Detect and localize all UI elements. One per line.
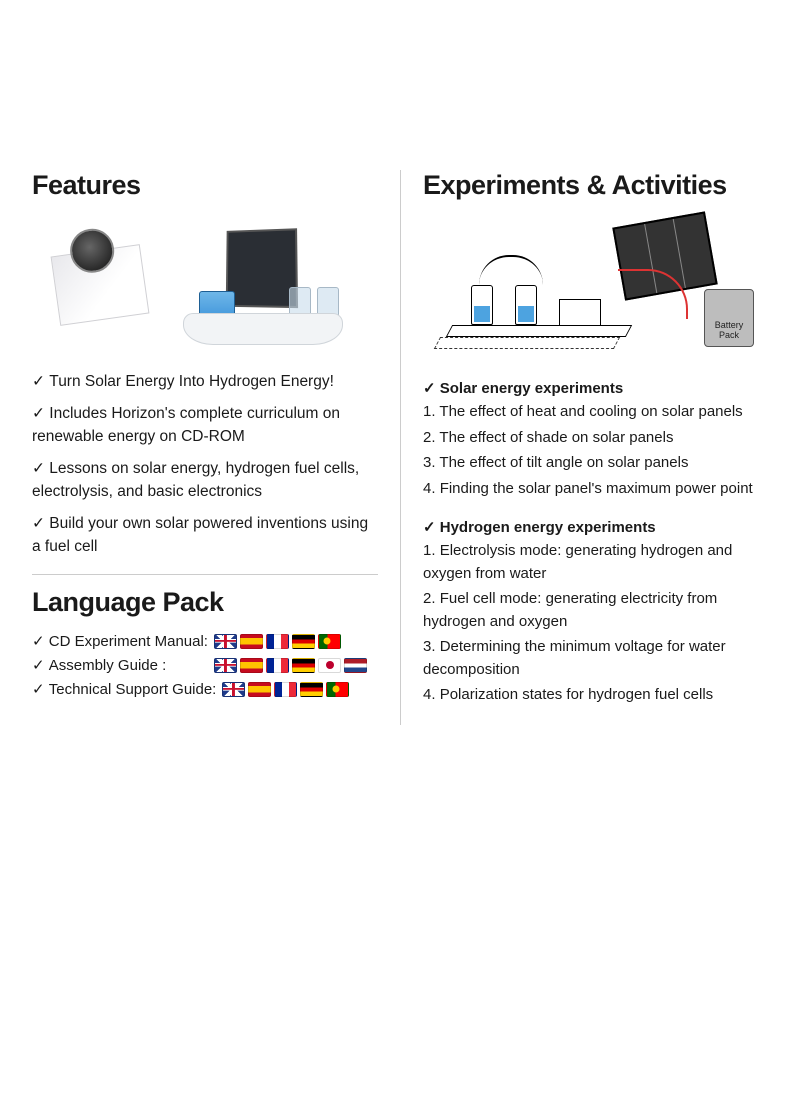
feature-item: Turn Solar Energy Into Hydrogen Energy! bbox=[32, 371, 378, 393]
language-row: Assembly Guide : bbox=[32, 656, 378, 674]
language-row: Technical Support Guide: bbox=[32, 680, 378, 698]
language-label: Technical Support Guide: bbox=[32, 680, 216, 698]
flag-es-icon bbox=[248, 682, 271, 697]
flag-fr-icon bbox=[266, 634, 289, 649]
language-row: CD Experiment Manual: bbox=[32, 632, 378, 650]
flag-es-icon bbox=[240, 658, 263, 673]
flag-fr-icon bbox=[274, 682, 297, 697]
experiment-item: 1. The effect of heat and cooling on sol… bbox=[423, 401, 768, 424]
experiment-section-title: Solar energy experiments bbox=[423, 379, 768, 397]
experiments-heading: Experiments & Activities bbox=[423, 170, 768, 201]
two-column-layout: Features Turn Solar Energy Into Hydrogen… bbox=[32, 170, 768, 725]
experiment-item: 1. Electrolysis mode: generating hydroge… bbox=[423, 540, 768, 585]
left-column: Features Turn Solar Energy Into Hydrogen… bbox=[32, 170, 400, 725]
product-image bbox=[32, 215, 378, 355]
experiment-item: 3. Determining the minimum voltage for w… bbox=[423, 636, 768, 681]
flag-uk-icon bbox=[214, 658, 237, 673]
experiment-item: 2. Fuel cell mode: generating electricit… bbox=[423, 588, 768, 633]
solar-panel-graphic bbox=[226, 228, 298, 308]
flag-group bbox=[214, 634, 341, 649]
flag-uk-icon bbox=[222, 682, 245, 697]
flag-jp-icon bbox=[318, 658, 341, 673]
divider bbox=[32, 574, 378, 575]
experiment-item: 2. The effect of shade on solar panels bbox=[423, 427, 768, 450]
experiment-section-title: Hydrogen energy experiments bbox=[423, 518, 768, 536]
experiment-list: 1. Electrolysis mode: generating hydroge… bbox=[423, 540, 768, 707]
flag-nl-icon bbox=[344, 658, 367, 673]
flag-de-icon bbox=[292, 634, 315, 649]
feature-item: Build your own solar powered inventions … bbox=[32, 513, 378, 558]
experiment-item: 3. The effect of tilt angle on solar pan… bbox=[423, 452, 768, 475]
flag-de-icon bbox=[292, 658, 315, 673]
experiment-diagram: Battery Pack bbox=[423, 215, 768, 365]
feature-item: Includes Horizon's complete curriculum o… bbox=[32, 403, 378, 448]
language-label: CD Experiment Manual: bbox=[32, 632, 208, 650]
right-column: Experiments & Activities Battery Pack So… bbox=[400, 170, 768, 725]
flag-group bbox=[222, 682, 349, 697]
base-graphic bbox=[183, 313, 343, 345]
flag-group bbox=[214, 658, 367, 673]
language-label: Assembly Guide : bbox=[32, 656, 208, 674]
manual-with-cd-graphic bbox=[51, 244, 150, 326]
feature-item: Lessons on solar energy, hydrogen fuel c… bbox=[32, 458, 378, 503]
features-heading: Features bbox=[32, 170, 378, 201]
base-dashed-graphic bbox=[434, 337, 620, 349]
base-outline-graphic bbox=[446, 325, 632, 337]
language-pack-heading: Language Pack bbox=[32, 587, 378, 618]
flag-de-icon bbox=[300, 682, 323, 697]
flag-pt-icon bbox=[318, 634, 341, 649]
flag-uk-icon bbox=[214, 634, 237, 649]
flag-es-icon bbox=[240, 634, 263, 649]
beaker-graphic bbox=[471, 285, 493, 325]
experiment-list: 1. The effect of heat and cooling on sol… bbox=[423, 401, 768, 500]
kit-graphic bbox=[165, 225, 355, 345]
features-list: Turn Solar Energy Into Hydrogen Energy! … bbox=[32, 371, 378, 558]
flag-fr-icon bbox=[266, 658, 289, 673]
experiment-item: 4. Finding the solar panel's maximum pow… bbox=[423, 478, 768, 501]
experiment-item: 4. Polarization states for hydrogen fuel… bbox=[423, 684, 768, 707]
flag-pt-icon bbox=[326, 682, 349, 697]
cd-icon bbox=[67, 226, 117, 276]
battery-pack-graphic: Battery Pack bbox=[704, 289, 754, 347]
beaker-graphic bbox=[515, 285, 537, 325]
